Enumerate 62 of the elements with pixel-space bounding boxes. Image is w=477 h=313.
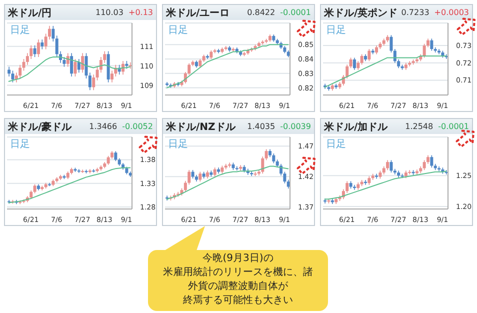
candlestick — [264, 148, 268, 161]
annotation: 日足 — [10, 138, 30, 151]
candlestick — [81, 169, 84, 174]
text: -0.0039 — [280, 122, 311, 131]
text: -0.0052 — [122, 122, 153, 131]
chart-title: 米ドル/NZドル — [166, 120, 236, 134]
candlestick — [70, 52, 74, 77]
text: 終焉する可能性も大きい — [182, 294, 294, 308]
annotation: 日足 — [10, 24, 30, 37]
candlestick — [33, 44, 36, 58]
candlestick — [18, 64, 22, 79]
line-series — [166, 44, 289, 88]
candlestick — [110, 70, 114, 83]
line-series — [324, 170, 447, 200]
candlestick — [8, 66, 11, 77]
candlestick — [352, 57, 356, 70]
text: 0.8422 — [247, 8, 276, 17]
candlestick — [74, 58, 77, 77]
candlestick — [408, 170, 412, 175]
candlestick — [77, 168, 80, 174]
annotation: 日足 — [326, 138, 346, 151]
text: 今晩(9月3日)の — [202, 252, 274, 266]
candlestick — [36, 39, 40, 58]
text: +0.0003 — [434, 8, 469, 17]
candlestick — [386, 160, 390, 170]
chart-title: 米ドル/円 — [8, 6, 52, 20]
candlestick — [213, 167, 216, 178]
text: 1.2548 — [405, 122, 434, 131]
chart-title: 米ドル/ユーロ — [166, 6, 230, 20]
candlestick — [430, 154, 434, 168]
candlestick — [349, 57, 352, 69]
candlestick — [430, 38, 434, 52]
candlestick — [390, 34, 393, 53]
candlestick — [114, 150, 118, 162]
annotation: 日足 — [326, 24, 346, 37]
text: +0.13 — [128, 8, 153, 17]
candlestick — [92, 74, 96, 91]
text: 米雇用統計のリリースを機に、諸 — [162, 266, 314, 280]
chart-title: 米ドル/英ポンド — [324, 6, 398, 20]
chart-title: 米ドル/豪ドル — [8, 120, 72, 134]
text: 0.7233 — [401, 8, 430, 17]
candlestick — [52, 26, 55, 42]
text: 外貨の調整波動自体が — [187, 280, 289, 294]
candlestick — [360, 54, 364, 66]
line-series — [8, 167, 131, 204]
candlestick — [81, 52, 84, 74]
chart-title: 米ドル/加ドル — [324, 120, 388, 134]
candlestick — [11, 70, 14, 83]
candlestick — [198, 171, 202, 182]
text: 1.4035 — [247, 122, 276, 131]
candlestick — [368, 48, 371, 62]
candlestick — [261, 156, 264, 174]
annotation: 日足 — [168, 138, 188, 151]
text: 110.03 — [95, 8, 124, 17]
candlestick — [272, 153, 276, 164]
candlestick — [390, 160, 393, 173]
candlestick — [92, 168, 96, 173]
candlestick — [40, 39, 44, 50]
annotation: 日足 — [168, 24, 188, 37]
text: -0.0001 — [438, 122, 469, 131]
text: 1.3466 — [89, 122, 118, 131]
text: -0.0001 — [280, 8, 311, 17]
